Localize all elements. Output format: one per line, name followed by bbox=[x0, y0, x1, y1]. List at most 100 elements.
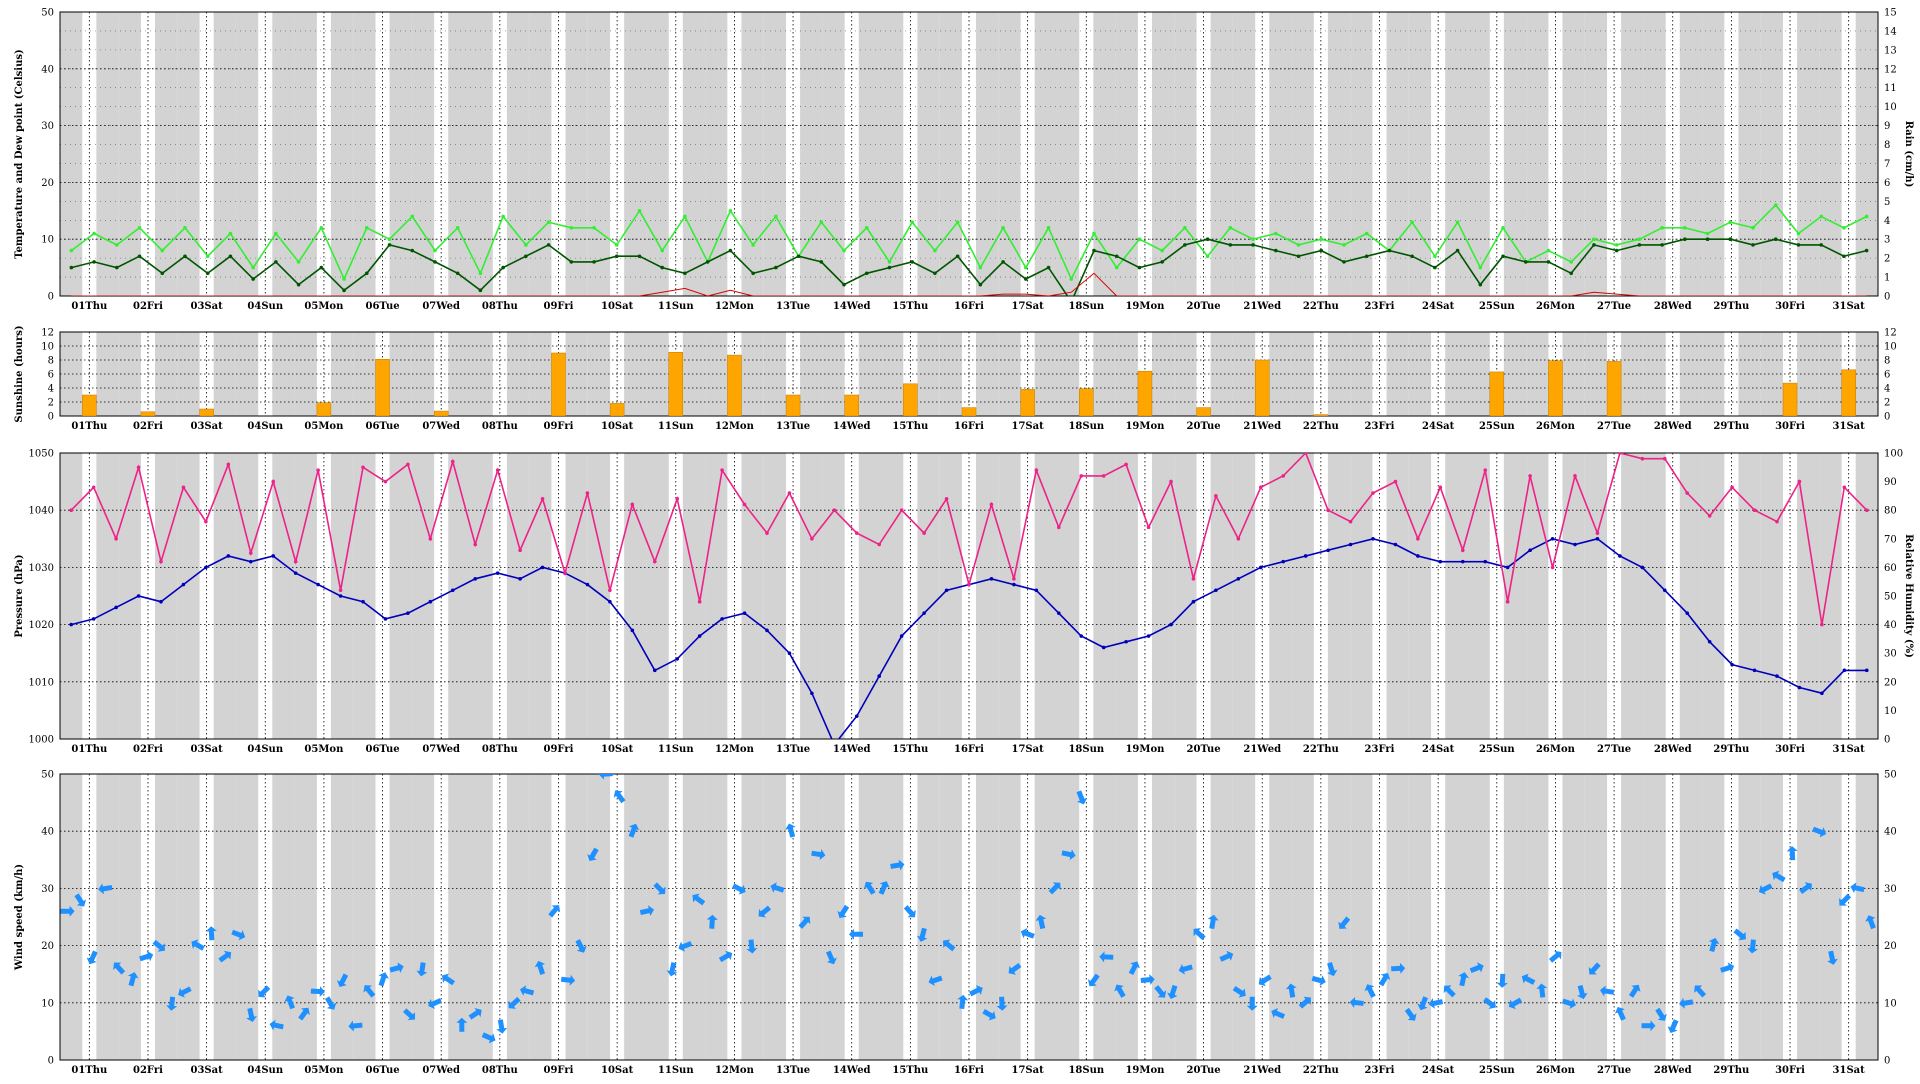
data-point-dewpoint bbox=[1751, 243, 1755, 247]
y-tick-label: 0 bbox=[48, 292, 54, 303]
night-band-right bbox=[1562, 332, 1585, 416]
y-tick-label: 1040 bbox=[29, 506, 54, 517]
data-point-temperature bbox=[1637, 237, 1642, 241]
x-tick-day: 14Wed bbox=[833, 301, 871, 312]
night-band-left bbox=[177, 453, 200, 739]
data-point-temperature bbox=[342, 277, 346, 281]
data-point-pressure bbox=[1214, 588, 1218, 593]
y2-tick-label: 30 bbox=[1884, 884, 1897, 895]
x-tick-day: 04Sun bbox=[247, 744, 283, 755]
x-tick-day: 17Sat bbox=[1012, 744, 1045, 755]
wind-arrow bbox=[1035, 914, 1047, 930]
data-point-temperature bbox=[1864, 214, 1869, 219]
data-point-temperature bbox=[1660, 226, 1664, 230]
data-point-dewpoint bbox=[296, 282, 301, 287]
night-band-right bbox=[506, 774, 530, 1060]
night-band-right bbox=[330, 12, 354, 296]
x-tick-day: 08Thu bbox=[482, 1065, 518, 1076]
wind-arrow bbox=[1614, 1006, 1626, 1021]
x-tick-day: 18Sun bbox=[1068, 421, 1104, 432]
night-band-left bbox=[470, 12, 493, 296]
data-point-dewpoint bbox=[1296, 254, 1301, 259]
data-point-dewpoint bbox=[819, 260, 824, 264]
sunshine-bar bbox=[961, 407, 977, 416]
data-point-pressure bbox=[1550, 537, 1555, 541]
night-band-right bbox=[1738, 453, 1761, 739]
data-point-humidity bbox=[1797, 479, 1802, 484]
night-band-left bbox=[411, 774, 435, 1060]
x-tick-day: 26Mon bbox=[1536, 744, 1576, 755]
data-point-dewpoint bbox=[933, 271, 937, 276]
x-tick-day: 11Sun bbox=[658, 744, 694, 755]
night-band-left bbox=[1526, 453, 1549, 739]
y-tick-label: 4 bbox=[48, 384, 54, 395]
night-band-left bbox=[294, 12, 317, 296]
data-point-pressure bbox=[91, 617, 96, 621]
night-band-right bbox=[624, 332, 647, 416]
y-tick-label: 10 bbox=[41, 998, 54, 1009]
x-tick-day: 20Tue bbox=[1187, 744, 1221, 755]
data-point-pressure bbox=[1595, 537, 1600, 541]
night-band-left bbox=[939, 774, 962, 1060]
wind-arrow bbox=[113, 962, 126, 975]
wind-arrow bbox=[811, 849, 826, 861]
wind-arrow bbox=[534, 960, 546, 975]
y-tick-label: 20 bbox=[41, 178, 54, 189]
wind-arrow bbox=[598, 774, 613, 780]
x-tick-day: 15Thu bbox=[892, 421, 928, 432]
data-point-humidity bbox=[1012, 577, 1016, 581]
x-tick-day: 18Sun bbox=[1068, 1065, 1104, 1076]
data-point-dewpoint bbox=[501, 265, 505, 270]
data-point-humidity bbox=[1146, 525, 1151, 530]
night-band-left bbox=[529, 774, 552, 1060]
data-point-pressure bbox=[854, 714, 859, 718]
sunshine-bar bbox=[82, 394, 97, 416]
y2-tick-label: 11 bbox=[1884, 83, 1897, 94]
data-point-humidity bbox=[1528, 474, 1532, 478]
night-band-left bbox=[1350, 774, 1373, 1060]
data-point-dewpoint bbox=[955, 254, 960, 259]
data-point-temperature bbox=[546, 220, 551, 224]
y2-tick-label: 9 bbox=[1884, 121, 1890, 132]
x-tick-day: 04Sun bbox=[247, 1065, 283, 1076]
data-point-humidity bbox=[1079, 474, 1084, 478]
wind-arrow bbox=[1311, 975, 1326, 986]
night-band-left bbox=[1526, 774, 1549, 1060]
sunshine-bar bbox=[903, 383, 918, 416]
night-band-left bbox=[1408, 332, 1432, 416]
wind-arrow bbox=[890, 859, 905, 871]
data-point-humidity bbox=[944, 496, 949, 501]
data-point-dewpoint bbox=[1523, 260, 1528, 264]
y-tick-label: 2 bbox=[48, 398, 54, 409]
data-point-pressure bbox=[271, 554, 276, 558]
night-band-left bbox=[235, 12, 259, 296]
sunshine-bar bbox=[844, 394, 859, 416]
y-tick-label: 1050 bbox=[29, 449, 54, 460]
night-band-right bbox=[1151, 453, 1175, 739]
x-tick-day: 07Wed bbox=[422, 301, 460, 312]
data-point-humidity bbox=[1573, 474, 1577, 478]
data-point-dewpoint bbox=[910, 260, 914, 264]
sunshine-bar bbox=[140, 411, 156, 416]
data-point-pressure bbox=[1662, 588, 1667, 593]
night-band-right bbox=[682, 12, 706, 296]
data-point-dewpoint bbox=[319, 265, 324, 270]
x-tick-day: 13Tue bbox=[776, 301, 810, 312]
x-tick-day: 27Tue bbox=[1597, 744, 1631, 755]
wind-arrow bbox=[98, 883, 113, 895]
data-point-pressure bbox=[1707, 639, 1712, 644]
night-band-right bbox=[800, 453, 823, 739]
night-band-left bbox=[587, 453, 611, 739]
data-point-pressure bbox=[608, 599, 612, 604]
night-band-right bbox=[858, 332, 882, 416]
x-tick-day: 08Thu bbox=[482, 421, 518, 432]
data-point-dewpoint bbox=[1342, 260, 1346, 264]
wind-arrow bbox=[1338, 916, 1351, 929]
wind-arrow bbox=[969, 985, 983, 997]
data-point-pressure bbox=[316, 582, 320, 587]
night-band-right bbox=[1327, 12, 1351, 296]
data-point-humidity bbox=[495, 468, 500, 472]
y2-tick-label: 0 bbox=[1884, 735, 1890, 746]
data-point-dewpoint bbox=[683, 271, 687, 276]
y2-tick-label: 40 bbox=[1884, 827, 1897, 838]
